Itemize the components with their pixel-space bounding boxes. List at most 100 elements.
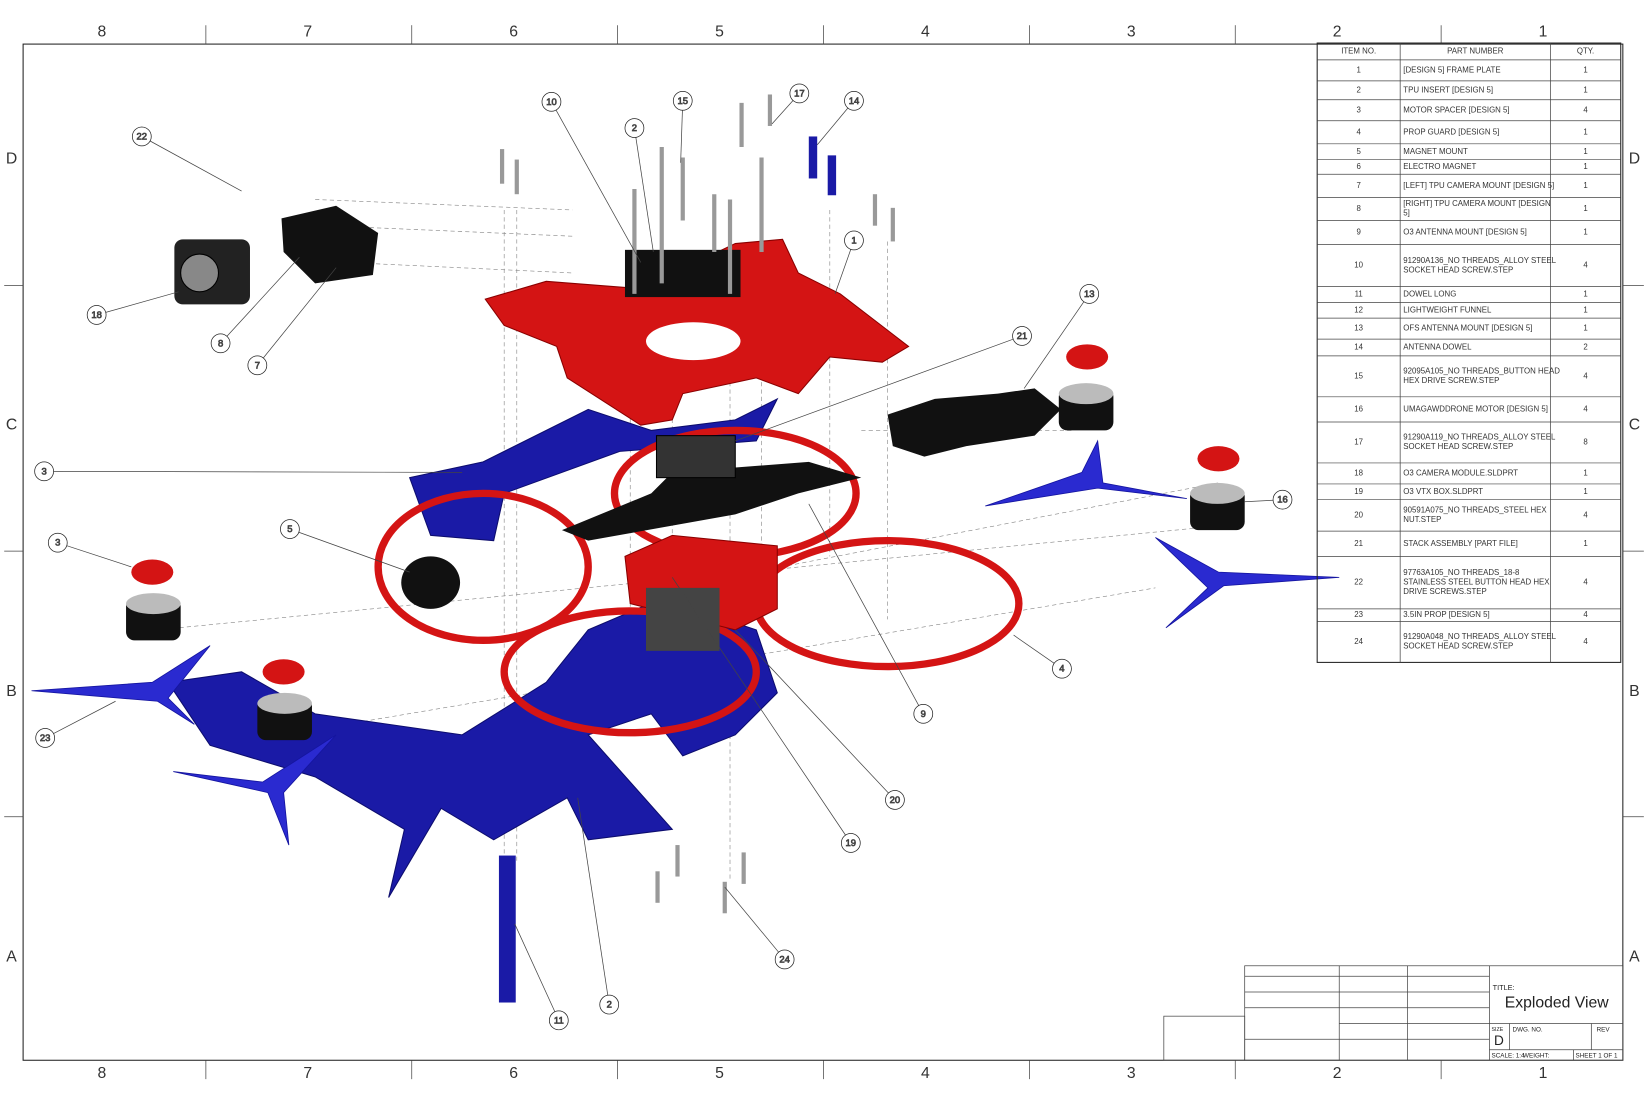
zone-column-top: 1 <box>1539 24 1548 41</box>
bom-cell: 4 <box>1583 261 1588 270</box>
bom-cell: 5 <box>1356 147 1361 156</box>
balloon <box>1052 658 1072 679</box>
zone-column-bottom: 2 <box>1333 1065 1342 1082</box>
bom-cell: [DESIGN 5] FRAME PLATE <box>1403 65 1500 74</box>
leader-line <box>834 249 852 295</box>
bom-cell: 8 <box>1583 438 1588 447</box>
leader-line <box>53 470 463 473</box>
balloon-label: 19 <box>846 838 857 849</box>
balloon-label: 15 <box>677 96 688 107</box>
balloon <box>34 461 54 482</box>
zone-column-bottom: 3 <box>1127 1065 1136 1082</box>
bom-header: QTY. <box>1577 47 1594 56</box>
bom-cell: 1 <box>1583 324 1587 333</box>
bom-cell: 1 <box>1583 147 1587 156</box>
bom-cell: 22 <box>1354 578 1363 587</box>
bom-cell: 1 <box>1583 85 1587 94</box>
zone-column-top: 3 <box>1127 24 1136 41</box>
balloon <box>47 532 68 553</box>
dowel-long <box>498 855 516 1003</box>
bom-header: ITEM NO. <box>1341 47 1376 56</box>
bom-cell: 7 <box>1356 181 1360 190</box>
balloon <box>35 728 55 748</box>
bom-cell: 19 <box>1354 487 1363 496</box>
bom-header: PART NUMBER <box>1447 47 1504 56</box>
o3-antenna-mount <box>561 461 862 541</box>
zone-column-top: 8 <box>98 24 107 41</box>
leader-line <box>808 503 920 706</box>
balloon <box>844 90 864 111</box>
zone-column-bottom: 4 <box>921 1065 930 1082</box>
balloon <box>885 790 905 810</box>
zone-column-bottom: 7 <box>303 1065 312 1082</box>
bom-cell: STACK ASSEMBLY [PART FILE] <box>1403 539 1517 548</box>
title: Exploded View <box>1505 995 1610 1012</box>
bom-cell: 2 <box>1583 343 1587 352</box>
balloon <box>1079 284 1100 304</box>
zone-column-top: 6 <box>509 24 518 41</box>
bom-cell: 17 <box>1354 438 1363 447</box>
zone-column-bottom: 8 <box>98 1065 107 1082</box>
bom-cell: O3 CAMERA MODULE.SLDPRT <box>1403 469 1518 478</box>
leader-line <box>1244 499 1274 503</box>
bom-cell: 3.5IN PROP [DESIGN 5] <box>1403 610 1489 619</box>
electro-magnet <box>401 556 461 609</box>
balloon-label: 5 <box>287 524 292 535</box>
balloon <box>280 519 300 539</box>
bom-cell: 4 <box>1356 127 1361 136</box>
bom-cell: 1 <box>1583 65 1587 74</box>
balloon-label: 11 <box>554 1015 564 1026</box>
balloon <box>1012 326 1032 346</box>
bom-cell: 97763A105_NO THREADS_18-8 STAINLESS STEE… <box>1403 568 1551 596</box>
balloon <box>840 833 861 853</box>
weight: WEIGHT: <box>1523 1053 1549 1060</box>
leader-line <box>226 256 300 337</box>
bom-cell: 16 <box>1354 404 1363 413</box>
screws <box>499 94 895 914</box>
balloon <box>210 333 231 354</box>
zone-column-top: 7 <box>303 24 312 41</box>
balloon-label: 10 <box>546 97 557 108</box>
leader-line <box>724 886 779 953</box>
bom-cell: 20 <box>1354 511 1363 520</box>
bom-cell: 11 <box>1355 290 1363 299</box>
balloon-label: 21 <box>1017 331 1028 342</box>
bom-cell: 9 <box>1356 228 1360 237</box>
antenna-mount <box>624 249 741 298</box>
bom-cell: 1 <box>1583 487 1587 496</box>
scale: SCALE: 1:4 <box>1492 1053 1525 1060</box>
camera-mount <box>281 205 379 284</box>
zone-column-bottom: 6 <box>509 1065 518 1082</box>
bom-cell: 6 <box>1356 162 1361 171</box>
bom-cell: 92095A105_NO THREADS_BUTTON HEAD HEX DRI… <box>1403 367 1562 385</box>
bom-cell: TPU INSERT [DESIGN 5] <box>1403 85 1493 94</box>
zone-column-top: 5 <box>715 24 724 41</box>
zone-row-right: C <box>1629 416 1640 433</box>
ofs-antenna-mount <box>887 388 1061 457</box>
stack <box>655 435 736 479</box>
leader-line <box>262 267 337 359</box>
balloon-label: 20 <box>890 795 901 806</box>
antenna-dowel <box>827 155 837 196</box>
bom-cell: 1 <box>1583 181 1587 190</box>
rev-label: REV <box>1597 1026 1611 1033</box>
leader-line <box>53 700 116 734</box>
leader-line <box>816 107 849 146</box>
bom-cell: 1 <box>1583 228 1587 237</box>
balloon-label: 13 <box>1084 289 1095 300</box>
balloon <box>789 83 810 104</box>
zone-row-left: A <box>6 949 17 966</box>
bom-cell: MOTOR SPACER [DESIGN 5] <box>1403 105 1509 114</box>
balloon-label: 14 <box>849 96 860 107</box>
balloon <box>774 949 795 970</box>
bom-cell: 4 <box>1583 511 1588 520</box>
bom-cell: 4 <box>1583 371 1588 380</box>
zone-column-bottom: 1 <box>1539 1065 1548 1082</box>
balloon-label: 16 <box>1277 495 1288 506</box>
bom-cell: 21 <box>1354 539 1363 548</box>
vtx-box <box>645 587 720 651</box>
balloon-label: 3 <box>41 466 46 477</box>
bom-cell: 24 <box>1354 637 1363 646</box>
sheet: SHEET 1 OF 1 <box>1576 1053 1618 1060</box>
